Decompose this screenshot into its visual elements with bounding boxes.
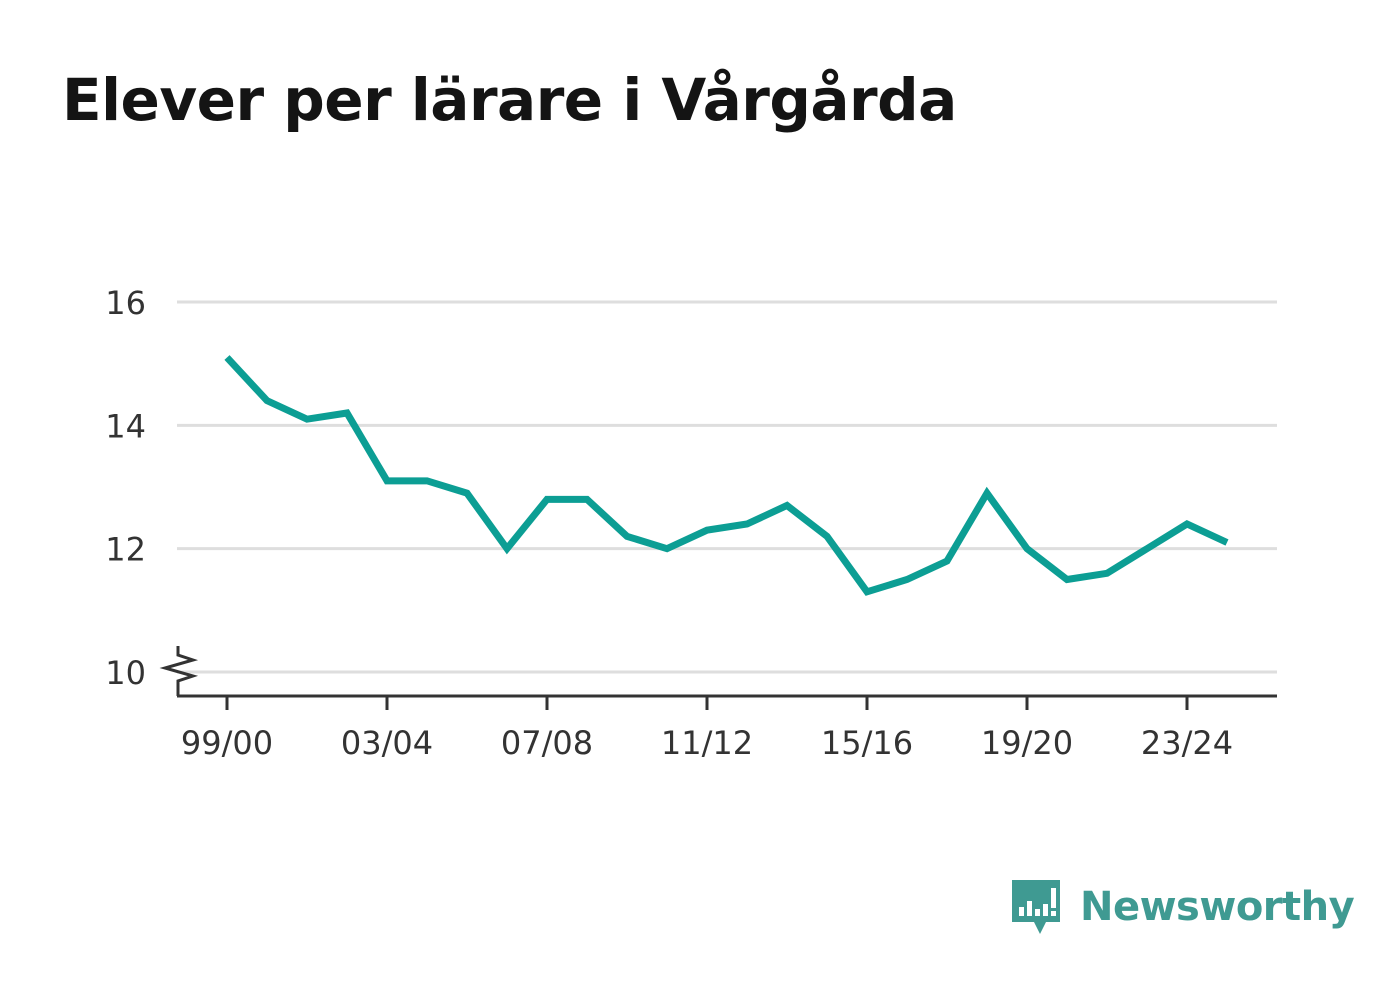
x-tick-label: 99/00: [181, 724, 273, 762]
y-tick-label: 14: [105, 407, 146, 445]
x-tick-label: 07/08: [501, 724, 593, 762]
brand-logo[interactable]: Newsworthy: [1010, 876, 1355, 938]
x-tick-label: 19/20: [981, 724, 1073, 762]
series-line: [224, 355, 1229, 596]
y-tick-label: 16: [105, 284, 146, 322]
newsworthy-logo-icon: [1012, 880, 1060, 934]
axis-break-icon: [159, 646, 199, 696]
brand-name: Newsworthy: [1080, 884, 1355, 930]
x-tick-label: 23/24: [1141, 724, 1233, 762]
y-tick-label: 12: [105, 531, 146, 569]
chart-title: Elever per lärare i Vårgårda: [62, 66, 957, 134]
x-tick-label: 15/16: [821, 724, 913, 762]
y-tick-label: 10: [105, 654, 146, 692]
x-tick-label: 11/12: [661, 724, 753, 762]
x-tick-label: 03/04: [341, 724, 433, 762]
